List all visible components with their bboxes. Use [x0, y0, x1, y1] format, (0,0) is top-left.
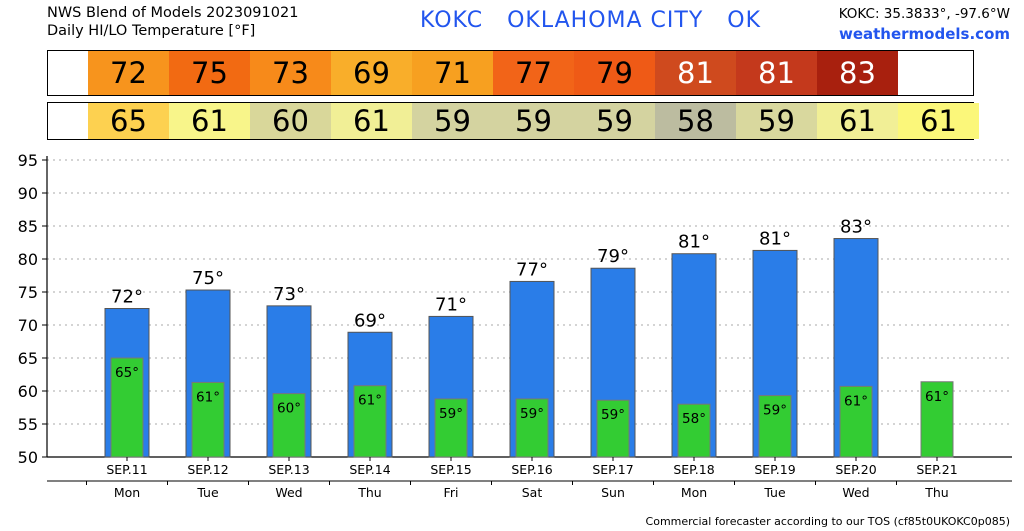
x-tick-label-9: SEP.19	[754, 462, 795, 477]
high-temp-cell-7: 79	[574, 51, 655, 95]
low-temp-cell-10: 61	[817, 103, 898, 139]
y-tick-label-90: 90	[18, 184, 38, 203]
day-label-4: Thu	[357, 485, 381, 500]
y-tick-label-55: 55	[18, 415, 38, 434]
header-left: NWS Blend of Models 2023091021 Daily HI/…	[47, 4, 298, 40]
high-label-3: 73°	[273, 284, 305, 305]
y-tick-label-65: 65	[18, 349, 38, 368]
day-label-8: Mon	[681, 485, 707, 500]
day-label-9: Tue	[763, 485, 786, 500]
low-bar-9	[758, 395, 792, 458]
high-label-10: 83°	[840, 217, 872, 238]
y-tick-label-60: 60	[18, 382, 38, 401]
high-temperature-strip: 72 75 73 69 71 77 79 81 81 83	[47, 50, 974, 96]
day-label-1: Mon	[114, 485, 140, 500]
x-tick-label-10: SEP.20	[835, 462, 876, 477]
low-temp-cell-5: 59	[412, 103, 493, 139]
high-label-8: 81°	[678, 232, 710, 253]
high-label-2: 75°	[192, 268, 224, 289]
low-label-8: 58°	[682, 411, 706, 427]
x-tick-label-5: SEP.15	[430, 462, 471, 477]
x-tick-label-11: SEP.21	[916, 462, 957, 477]
temperature-chart: 50 55 60 65 70 75 80 85 90 95 72° 65° SEP.11 Mon 75° 61…	[18, 151, 1012, 500]
low-label-3: 60°	[277, 401, 301, 417]
site-link[interactable]: weathermodels.com	[838, 25, 1010, 43]
y-tick-label-75: 75	[18, 283, 38, 302]
day-label-5: Fri	[444, 485, 459, 500]
y-tick-label-50: 50	[18, 448, 38, 467]
low-label-5: 59°	[439, 406, 463, 422]
low-temperature-strip: 65 61 60 61 59 59 59 58 59 61 61	[47, 102, 979, 140]
high-temp-cell-5: 71	[412, 51, 493, 95]
low-bar-10	[839, 385, 873, 458]
x-tick-label-7: SEP.17	[592, 462, 633, 477]
low-temp-cell-8: 58	[655, 103, 736, 139]
low-bar-4	[353, 385, 387, 458]
y-tick-label-70: 70	[18, 316, 38, 335]
high-temp-cell-2: 75	[169, 51, 250, 95]
low-temp-cell-9: 59	[736, 103, 817, 139]
low-label-11: 61°	[925, 389, 949, 405]
low-label-9: 59°	[763, 403, 787, 419]
low-label-6: 59°	[520, 406, 544, 422]
low-bar-2	[191, 381, 225, 458]
low-temp-cell-7: 59	[574, 103, 655, 139]
high-temp-cell-9: 81	[736, 51, 817, 95]
low-temp-cell-4: 61	[331, 103, 412, 139]
header-right: KOKC: 35.3833°, -97.6°W weathermodels.co…	[839, 4, 1010, 44]
high-temp-cell-10: 83	[817, 51, 898, 95]
x-tick-label-1: SEP.11	[106, 462, 147, 477]
low-bar-5	[434, 398, 468, 458]
x-tick-label-8: SEP.18	[673, 462, 714, 477]
low-temp-cell-1: 65	[88, 103, 169, 139]
model-run-title: NWS Blend of Models 2023091021	[47, 5, 299, 21]
high-temp-cell-4: 69	[331, 51, 412, 95]
station-title: KOKC OKLAHOMA CITY OK	[420, 8, 761, 33]
high-temp-cell-1: 72	[88, 51, 169, 95]
low-bar-6	[515, 398, 549, 458]
low-label-10: 61°	[844, 393, 868, 409]
high-label-4: 69°	[354, 310, 386, 331]
high-label-9: 81°	[759, 228, 791, 249]
y-tick-label-85: 85	[18, 217, 38, 236]
y-tick-label-95: 95	[18, 151, 38, 170]
low-temp-cell-2: 61	[169, 103, 250, 139]
low-bar-11	[920, 381, 954, 458]
low-label-7: 59°	[601, 407, 625, 423]
high-label-5: 71°	[435, 294, 467, 315]
high-temp-cell-8: 81	[655, 51, 736, 95]
low-bar-7	[596, 399, 630, 458]
low-temp-cell-3: 60	[250, 103, 331, 139]
day-label-11: Thu	[924, 485, 948, 500]
chart-subtitle: Daily HI/LO Temperature [°F]	[47, 23, 256, 39]
y-tick-label-80: 80	[18, 250, 38, 269]
low-bar-8	[677, 403, 711, 458]
high-temp-cell-3: 73	[250, 51, 331, 95]
x-tick-label-4: SEP.14	[349, 462, 390, 477]
x-tick-label-6: SEP.16	[511, 462, 552, 477]
low-label-4: 61°	[358, 393, 382, 409]
day-label-10: Wed	[842, 485, 869, 500]
high-label-6: 77°	[516, 259, 548, 280]
low-label-2: 61°	[196, 389, 220, 405]
day-label-2: Tue	[196, 485, 219, 500]
footer-note: Commercial forecaster according to our T…	[645, 515, 1010, 528]
low-label-1: 65°	[115, 365, 139, 381]
low-temp-cell-6: 59	[493, 103, 574, 139]
x-tick-label-2: SEP.12	[187, 462, 228, 477]
high-label-7: 79°	[597, 246, 629, 267]
x-tick-label-3: SEP.13	[268, 462, 309, 477]
high-temp-cell-6: 77	[493, 51, 574, 95]
day-label-6: Sat	[522, 485, 543, 500]
high-label-1: 72°	[111, 287, 143, 308]
day-label-7: Sun	[601, 485, 625, 500]
day-label-3: Wed	[275, 485, 302, 500]
low-temp-cell-11: 61	[898, 103, 979, 139]
station-coordinates: KOKC: 35.3833°, -97.6°W	[838, 6, 1010, 22]
